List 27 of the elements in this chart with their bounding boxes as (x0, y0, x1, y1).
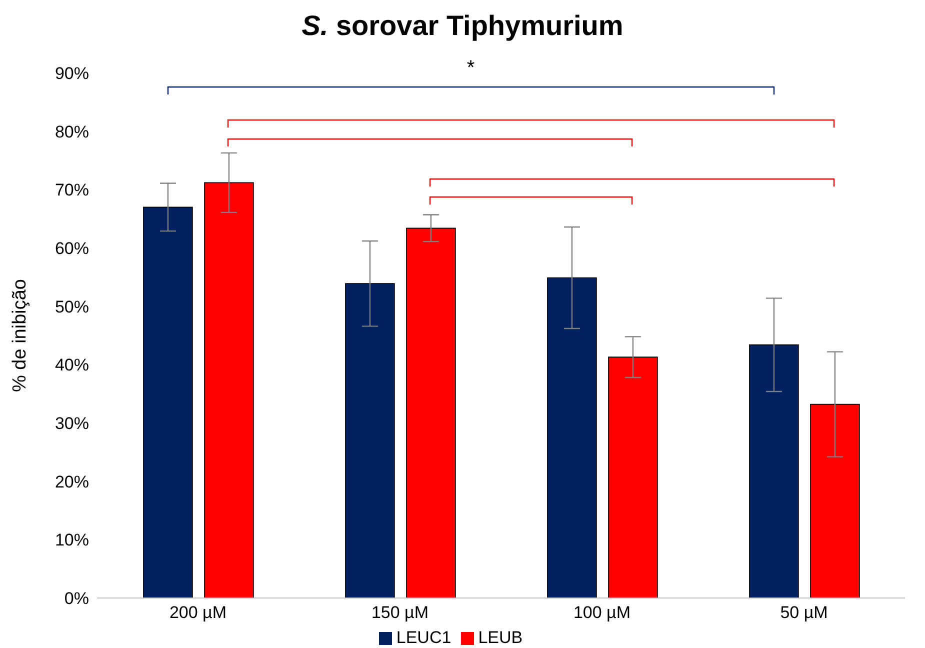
y-tick-label: 50% (54, 297, 89, 316)
bar (547, 277, 597, 598)
y-tick-label: 80% (54, 122, 89, 142)
x-tick-label: 50 µM (780, 603, 828, 622)
y-tick-label: 30% (54, 414, 89, 434)
y-tick-label: 0% (64, 589, 89, 608)
y-tick-label: 20% (54, 472, 89, 492)
y-tick-label: 60% (54, 239, 89, 258)
y-tick-label: 10% (54, 530, 89, 550)
y-tick-label: 40% (54, 356, 89, 375)
legend-label: LEUC1 (396, 628, 452, 647)
chart-title: S. sorovar Tiphymurium (300, 9, 624, 43)
x-tick-label: 150 µM (371, 603, 429, 622)
y-tick-label: 90% (54, 64, 89, 84)
bar (143, 206, 193, 598)
legend-label: LEUB (478, 628, 523, 647)
y-tick-label: 70% (54, 180, 89, 200)
y-axis-title: % de inibição (10, 278, 31, 392)
bar (204, 182, 254, 598)
x-tick-label: 100 µM (573, 603, 631, 622)
bar (749, 344, 799, 598)
bar (345, 283, 395, 598)
bar (810, 404, 860, 598)
annotation: * (466, 56, 476, 80)
bar (608, 356, 658, 598)
x-tick-label: 200 µM (169, 603, 227, 622)
bar (406, 228, 456, 598)
